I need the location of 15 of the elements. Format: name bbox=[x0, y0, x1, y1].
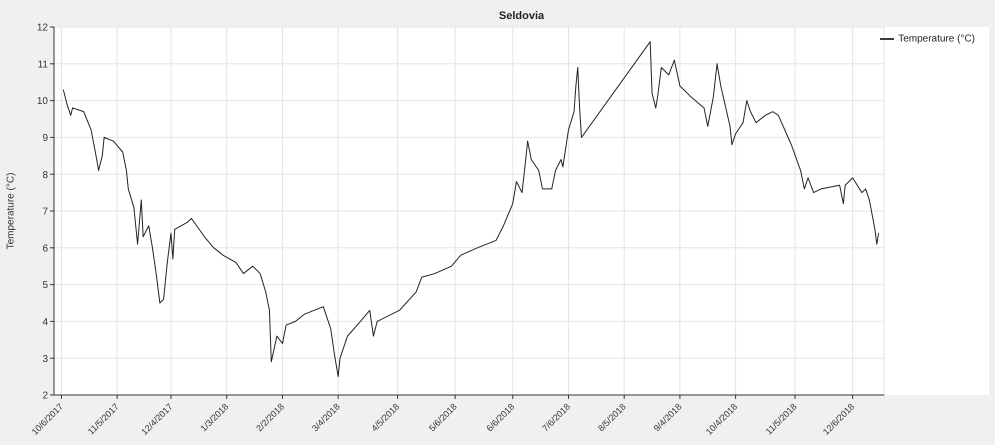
y-tick-label: 12 bbox=[36, 22, 48, 34]
y-tick-label: 8 bbox=[42, 170, 48, 181]
line-series bbox=[62, 41, 880, 378]
y-tick-label: 5 bbox=[42, 280, 48, 292]
y-tick-label: 4 bbox=[42, 316, 48, 328]
y-axis-title: Temperature (°C) bbox=[6, 172, 17, 250]
y-tick-label: 10 bbox=[36, 96, 48, 108]
legend-label: Temperature (°C) bbox=[898, 34, 975, 45]
y-tick-label: 9 bbox=[42, 132, 48, 144]
y-tick-label: 7 bbox=[42, 206, 48, 218]
y-tick-label: 2 bbox=[42, 390, 48, 402]
y-tick-label: 6 bbox=[42, 243, 48, 254]
y-tick-label: 3 bbox=[42, 354, 48, 365]
chart-title: Seldovia bbox=[498, 10, 546, 22]
y-tick-label: 11 bbox=[38, 59, 48, 70]
